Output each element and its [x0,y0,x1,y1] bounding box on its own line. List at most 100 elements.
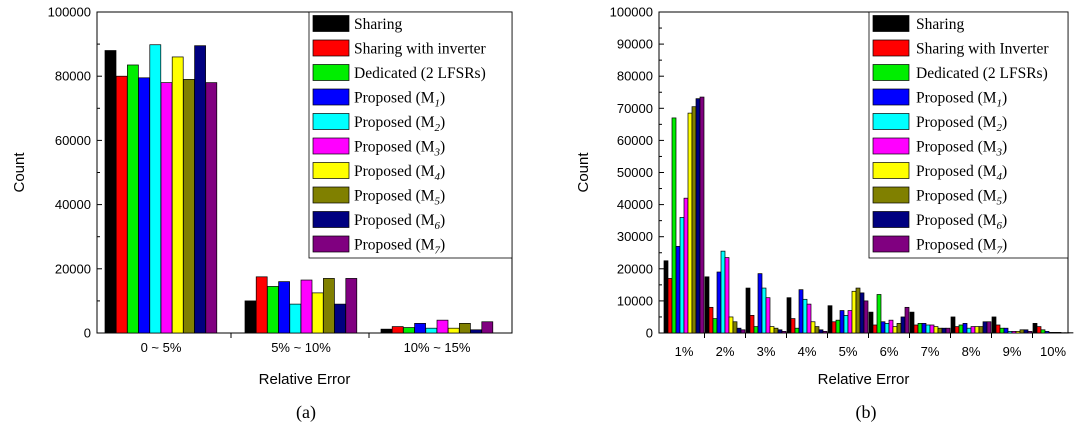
legend-swatch [312,186,350,204]
legend-swatch [312,113,350,130]
bar [300,279,313,334]
chart-b: 0 10000 20000 30000 40000 50000 60000 70000 8000… [575,5,1074,423]
bar [974,326,980,334]
bar [267,286,279,334]
bar [954,326,960,334]
bar [847,310,853,334]
bar [781,331,787,334]
bar [810,321,816,334]
legend-swatch [312,15,350,32]
bar [753,326,759,334]
bar [683,197,689,334]
bar [699,96,705,334]
bar [986,321,992,334]
bar [736,327,742,334]
legend-swatch [872,15,910,32]
bar [1027,331,1033,334]
bar [391,326,404,334]
bar [859,292,865,334]
bar [708,306,714,334]
bar [436,319,449,334]
legend-label: Sharing with inverter [354,41,487,58]
bar [761,287,767,334]
bar [872,324,878,334]
y-tick-label: 40000 [55,197,91,212]
bar [892,326,898,334]
y-tick-label: 20000 [55,261,91,276]
bar [978,326,984,334]
bar [909,311,915,334]
bar [945,327,951,334]
bar [160,82,173,334]
bar [1056,332,1062,334]
legend-label: Proposed (M3) [354,139,445,159]
x-tick-label: 5% ~ 10% [271,340,331,355]
bar [1052,332,1058,334]
bar [814,326,820,334]
bar [104,50,117,334]
bar [786,297,792,334]
bar [982,321,988,334]
y-tick-label: 30000 [617,229,653,244]
x-tick-label: 2% [716,344,735,359]
bar [205,82,218,334]
x-tick-label: 5% [839,344,858,359]
y-tick-label: 40000 [617,197,653,212]
bar [1032,323,1038,334]
legend-swatch [312,88,350,106]
bar [334,303,346,334]
bar [900,316,906,334]
bar [925,324,931,334]
y-tick-label: 60000 [55,133,91,148]
bar [149,44,162,334]
y-tick-label: 20000 [617,261,653,276]
bar [663,260,669,334]
bar [1019,329,1025,334]
bar [970,326,976,334]
x-tick-label: 6% [880,344,899,359]
bar [880,321,886,334]
legend-label: Proposed (M1) [916,90,1007,110]
legend-label: Sharing with Inverter [916,41,1049,58]
chart-a: 0 20000 40000 60000 80000 100000 Count Relative… [11,5,513,423]
y-tick-label: 0 [84,326,91,341]
x-tick-label: 10% ~ 15% [404,340,471,355]
x-axis-label: Relative Error [818,371,910,388]
bar [904,306,910,334]
figure-caption: (b) [856,402,877,423]
bar [798,289,804,334]
bar [671,117,677,334]
legend-label: Proposed (M5) [354,188,445,208]
bar [839,310,845,334]
bar [1007,331,1013,334]
legend-swatch [872,235,910,253]
y-tick-label: 90000 [617,37,653,52]
bar [171,56,184,334]
bar [289,303,302,334]
bar [765,297,771,334]
bar [802,298,808,334]
legend-label: Proposed (M4) [916,163,1007,183]
y-tick-label: 70000 [617,101,653,116]
bar [183,79,195,334]
bar [447,327,460,334]
x-tick-label: 1% [675,344,694,359]
bar [863,300,869,334]
y-tick-label: 0 [646,326,653,341]
legend-swatch [872,113,910,130]
x-tick-label: 0 ~ 5% [141,340,182,355]
bar [740,329,746,334]
x-tick-label: 10% [1040,344,1066,359]
bar [675,245,681,334]
bar [757,273,763,334]
bar [818,329,824,334]
bar [831,321,837,334]
bar [962,323,968,334]
legend-swatch [872,88,910,106]
x-tick-label: 9% [1003,344,1022,359]
bar [255,276,268,334]
bar [1023,329,1029,334]
legend-swatch [312,137,350,155]
bar [691,106,697,334]
